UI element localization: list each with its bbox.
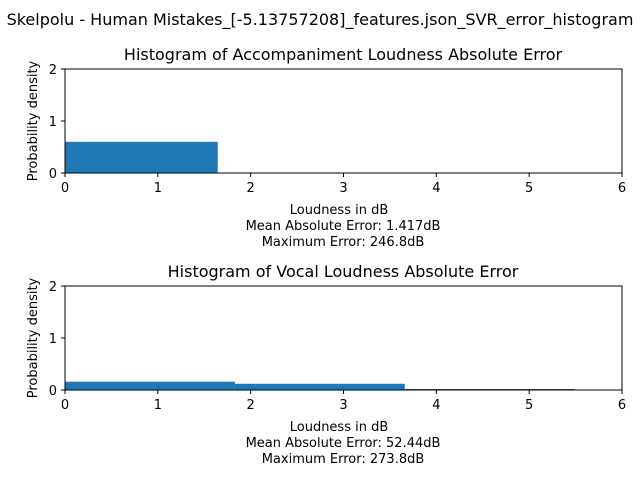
x-tick-label: 3 (339, 181, 347, 196)
y-tick-label: 2 (49, 280, 57, 295)
y-tick-label: 2 (49, 63, 57, 78)
x-tick-label: 1 (154, 398, 162, 413)
y-axis-label: Probability density (26, 60, 41, 181)
x-axis-label: Loudness in dB (290, 420, 389, 435)
x-tick-label: 3 (339, 398, 347, 413)
max-error-label: Maximum Error: 273.8dB (262, 452, 425, 467)
x-tick-label: 2 (247, 398, 255, 413)
x-tick-label: 5 (525, 181, 533, 196)
mean-error-label: Mean Absolute Error: 52.44dB (246, 436, 441, 451)
x-tick-label: 6 (618, 398, 626, 413)
y-tick-label: 0 (49, 384, 57, 399)
x-axis-label: Loudness in dB (290, 203, 389, 218)
mean-error-label: Mean Absolute Error: 1.417dB (246, 219, 441, 234)
y-tick-label: 1 (49, 332, 57, 347)
x-tick-label: 4 (432, 181, 440, 196)
x-axis-ticks: 0 1 2 3 4 5 6 (61, 390, 626, 413)
histogram-bar (404, 388, 575, 390)
x-tick-label: 1 (154, 181, 162, 196)
plot-title: Histogram of Vocal Loudness Absolute Err… (168, 262, 519, 281)
histogram-vocal: Histogram of Vocal Loudness Absolute Err… (26, 262, 626, 467)
y-tick-label: 0 (49, 167, 57, 182)
y-axis-label: Probability density (26, 277, 41, 398)
plot-title: Histogram of Accompaniment Loudness Abso… (124, 45, 563, 64)
x-tick-label: 6 (618, 181, 626, 196)
y-axis-ticks: 0 1 2 (49, 280, 65, 399)
x-tick-label: 0 (61, 398, 69, 413)
x-axis-ticks: 0 1 2 3 4 5 6 (61, 173, 626, 196)
y-tick-label: 1 (49, 115, 57, 130)
bars (65, 141, 218, 173)
figure-title: Skelpolu - Human Mistakes_[-5.13757208]_… (7, 10, 634, 30)
histogram-bar (65, 381, 235, 390)
histogram-bar (234, 383, 405, 390)
x-tick-label: 2 (247, 181, 255, 196)
histogram-bar (65, 141, 218, 173)
bars (65, 381, 575, 390)
histogram-accompaniment: Histogram of Accompaniment Loudness Abso… (26, 45, 626, 250)
y-axis-ticks: 0 1 2 (49, 63, 65, 182)
x-tick-label: 5 (525, 398, 533, 413)
max-error-label: Maximum Error: 246.8dB (262, 235, 425, 250)
plot-frame (64, 285, 623, 391)
x-tick-label: 4 (432, 398, 440, 413)
x-tick-label: 0 (61, 181, 69, 196)
